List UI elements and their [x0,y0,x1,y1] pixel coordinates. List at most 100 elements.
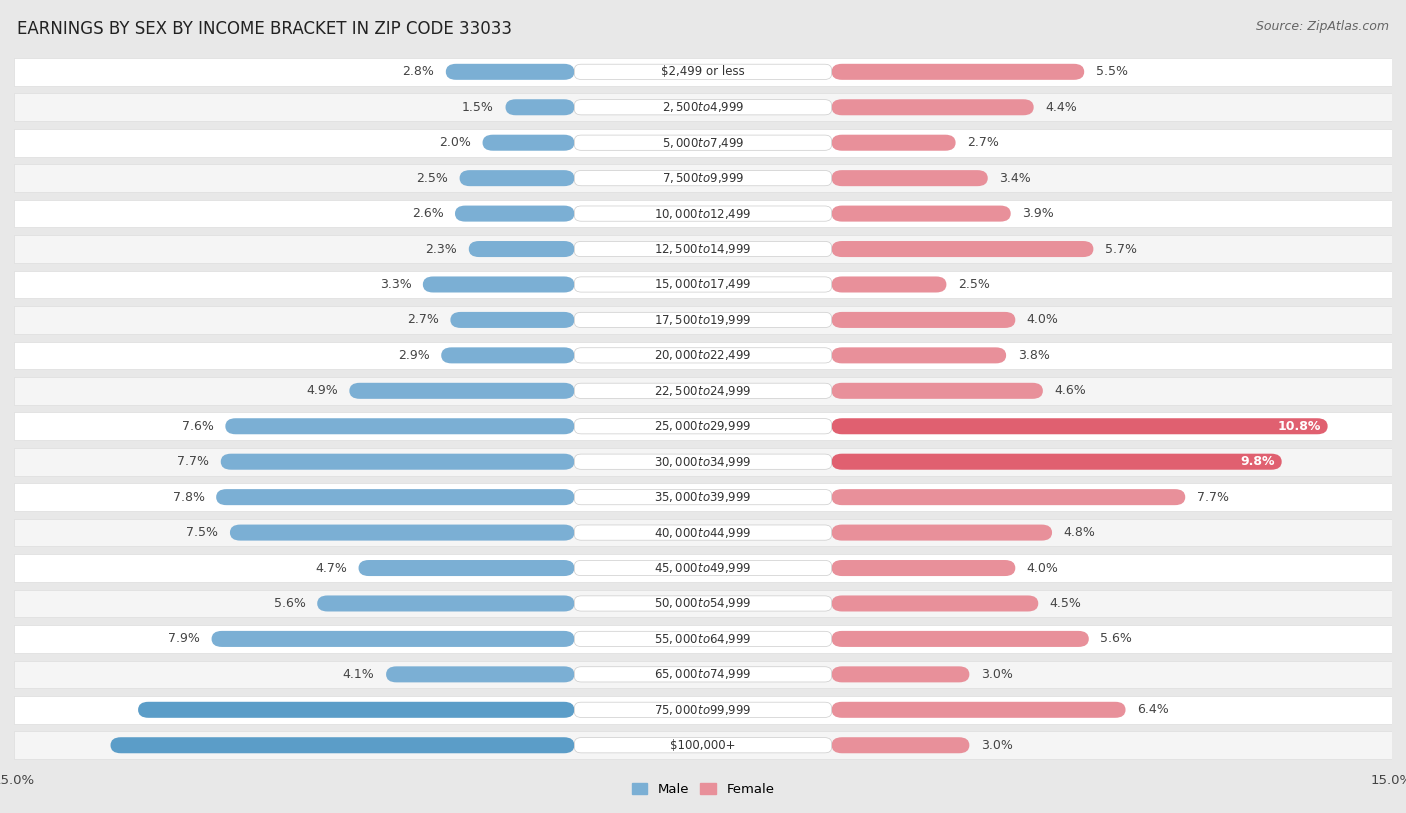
FancyBboxPatch shape [14,696,1392,724]
FancyBboxPatch shape [575,667,831,682]
FancyBboxPatch shape [318,595,575,611]
FancyBboxPatch shape [225,418,575,434]
FancyBboxPatch shape [14,164,1392,192]
Text: 4.5%: 4.5% [1050,597,1081,610]
Text: 7.6%: 7.6% [181,420,214,433]
FancyBboxPatch shape [14,307,1392,334]
FancyBboxPatch shape [14,412,1392,440]
Text: 5.6%: 5.6% [274,597,305,610]
FancyBboxPatch shape [14,58,1392,85]
FancyBboxPatch shape [14,129,1392,157]
FancyBboxPatch shape [111,737,575,754]
Text: 4.7%: 4.7% [315,562,347,575]
Text: 7.8%: 7.8% [173,490,205,503]
FancyBboxPatch shape [450,312,575,328]
Text: 5.6%: 5.6% [1101,633,1132,646]
FancyBboxPatch shape [14,93,1392,121]
FancyBboxPatch shape [831,667,969,682]
Text: 9.5%: 9.5% [581,703,616,716]
Text: 4.0%: 4.0% [1026,314,1059,327]
FancyBboxPatch shape [575,64,831,80]
FancyBboxPatch shape [575,206,831,221]
Text: $10,000 to $12,499: $10,000 to $12,499 [654,207,752,220]
Text: $17,500 to $19,999: $17,500 to $19,999 [654,313,752,327]
Text: $45,000 to $49,999: $45,000 to $49,999 [654,561,752,575]
FancyBboxPatch shape [14,271,1392,298]
Text: 2.8%: 2.8% [402,65,434,78]
FancyBboxPatch shape [831,454,1282,470]
FancyBboxPatch shape [575,454,831,469]
FancyBboxPatch shape [831,737,969,754]
FancyBboxPatch shape [14,660,1392,688]
FancyBboxPatch shape [14,200,1392,228]
FancyBboxPatch shape [506,99,575,115]
Text: $7,500 to $9,999: $7,500 to $9,999 [662,172,744,185]
Text: 10.8%: 10.8% [1278,420,1320,433]
FancyBboxPatch shape [831,595,1038,611]
FancyBboxPatch shape [575,702,831,717]
Text: $5,000 to $7,499: $5,000 to $7,499 [662,136,744,150]
Text: 4.1%: 4.1% [343,667,374,680]
FancyBboxPatch shape [831,241,1094,257]
Text: $100,000+: $100,000+ [671,739,735,752]
FancyBboxPatch shape [831,206,1011,222]
Text: 2.7%: 2.7% [967,137,1000,150]
FancyBboxPatch shape [14,554,1392,582]
Text: 2.6%: 2.6% [412,207,443,220]
FancyBboxPatch shape [460,170,575,186]
FancyBboxPatch shape [831,631,1088,647]
Text: 7.7%: 7.7% [177,455,209,468]
Text: 1.5%: 1.5% [463,101,494,114]
Text: 3.3%: 3.3% [380,278,412,291]
FancyBboxPatch shape [831,489,1185,505]
Text: $65,000 to $74,999: $65,000 to $74,999 [654,667,752,681]
FancyBboxPatch shape [575,348,831,363]
FancyBboxPatch shape [831,383,1043,399]
Text: $25,000 to $29,999: $25,000 to $29,999 [654,420,752,433]
Text: 7.9%: 7.9% [169,633,200,646]
Text: Source: ZipAtlas.com: Source: ZipAtlas.com [1256,20,1389,33]
Text: 2.5%: 2.5% [416,172,449,185]
Legend: Male, Female: Male, Female [626,778,780,802]
Text: 2.5%: 2.5% [957,278,990,291]
Text: 4.6%: 4.6% [1054,385,1085,398]
FancyBboxPatch shape [349,383,575,399]
FancyBboxPatch shape [575,489,831,505]
Text: 7.5%: 7.5% [187,526,218,539]
FancyBboxPatch shape [831,170,988,186]
FancyBboxPatch shape [575,241,831,257]
Text: 9.8%: 9.8% [1240,455,1275,468]
Text: $15,000 to $17,499: $15,000 to $17,499 [654,277,752,292]
FancyBboxPatch shape [831,312,1015,328]
FancyBboxPatch shape [14,483,1392,511]
Text: 5.5%: 5.5% [1095,65,1128,78]
Text: 6.4%: 6.4% [1137,703,1168,716]
FancyBboxPatch shape [575,419,831,434]
Text: $22,500 to $24,999: $22,500 to $24,999 [654,384,752,398]
Text: 3.0%: 3.0% [981,667,1012,680]
FancyBboxPatch shape [138,702,575,718]
Text: $40,000 to $44,999: $40,000 to $44,999 [654,525,752,540]
FancyBboxPatch shape [831,99,1033,115]
FancyBboxPatch shape [575,100,831,115]
Text: 3.9%: 3.9% [1022,207,1054,220]
FancyBboxPatch shape [575,171,831,185]
FancyBboxPatch shape [211,631,575,647]
Text: 10.1%: 10.1% [581,739,624,752]
FancyBboxPatch shape [575,737,831,753]
Text: $50,000 to $54,999: $50,000 to $54,999 [654,597,752,611]
FancyBboxPatch shape [14,235,1392,263]
Text: 2.3%: 2.3% [426,242,457,255]
FancyBboxPatch shape [575,560,831,576]
Text: 7.7%: 7.7% [1197,490,1229,503]
Text: $75,000 to $99,999: $75,000 to $99,999 [654,702,752,717]
FancyBboxPatch shape [14,341,1392,369]
FancyBboxPatch shape [575,312,831,328]
Text: 2.9%: 2.9% [398,349,430,362]
FancyBboxPatch shape [831,347,1007,363]
Text: $30,000 to $34,999: $30,000 to $34,999 [654,454,752,469]
FancyBboxPatch shape [14,519,1392,546]
Text: $35,000 to $39,999: $35,000 to $39,999 [654,490,752,504]
Text: 3.0%: 3.0% [981,739,1012,752]
FancyBboxPatch shape [231,524,575,541]
